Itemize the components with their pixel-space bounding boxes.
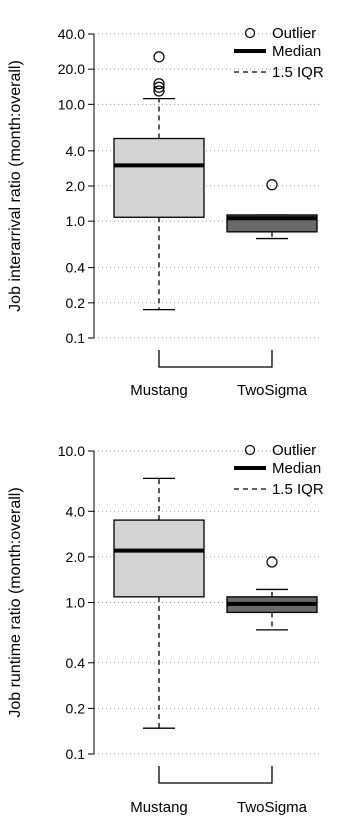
y-tick-label: 0.4 <box>66 655 86 671</box>
y-tick-label: 0.2 <box>66 295 86 311</box>
y-tick-label: 2.0 <box>66 178 86 194</box>
y-tick-label: 20.0 <box>58 61 85 77</box>
y-tick-label: 0.1 <box>66 746 86 762</box>
y-tick-label: 1.0 <box>66 595 86 611</box>
legend-label: 1.5 IQR <box>272 481 324 498</box>
legend-outlier-marker <box>244 27 256 39</box>
iqr-box <box>113 137 205 218</box>
legend-label: Median <box>272 460 321 477</box>
legend-label: Outlier <box>272 25 316 42</box>
y-tick-label: 2.0 <box>66 549 86 565</box>
outlier-point <box>153 81 165 93</box>
box-twosigma <box>226 179 318 240</box>
outlier-point <box>153 78 165 90</box>
y-tick-label: 4.0 <box>66 143 86 159</box>
y-tick-label: 10.0 <box>58 443 85 459</box>
outlier-point <box>266 179 278 191</box>
y-tick-label: 0.4 <box>66 260 86 276</box>
y-tick-label: 0.2 <box>66 700 86 716</box>
y-tick-label: 4.0 <box>66 503 86 519</box>
chart-panel-2: 0.1 0.2 0.4 1.0 2.0 4.0 10.0 Job runtime ratio … <box>7 442 324 816</box>
box-mustang <box>113 51 205 311</box>
x-tick-label: TwoSigma <box>237 382 308 399</box>
y-axis-label: Job runtime ratio (month:overall) <box>7 487 24 717</box>
legend-label: Outlier <box>272 442 316 459</box>
y-tick-label: 0.1 <box>66 330 86 346</box>
outlier-point <box>153 51 165 63</box>
legend-label: 1.5 IQR <box>272 64 324 81</box>
iqr-box <box>113 519 205 598</box>
legend-label: Median <box>272 43 321 60</box>
x-tick-label: Mustang <box>130 799 188 816</box>
chart-panel-1: 0.1 0.2 0.4 1.0 2.0 4.0 10.0 20.0 40.0 Job intera… <box>7 25 324 399</box>
y-tick-label: 10.0 <box>58 96 85 112</box>
x-axis-bracket <box>158 766 273 784</box>
box-mustang <box>113 477 205 729</box>
x-tick-label: Mustang <box>130 382 188 399</box>
x-tick-label: TwoSigma <box>237 799 308 816</box>
box-twosigma <box>226 556 318 631</box>
legend-outlier-marker <box>244 444 256 456</box>
y-axis-label: Job interarrival ratio (month:overall) <box>7 60 24 312</box>
x-axis-bracket <box>158 350 273 368</box>
outlier-point <box>153 85 165 97</box>
y-tick-label: 40.0 <box>58 26 85 42</box>
outlier-point <box>266 556 278 568</box>
y-tick-label: 1.0 <box>66 213 86 229</box>
